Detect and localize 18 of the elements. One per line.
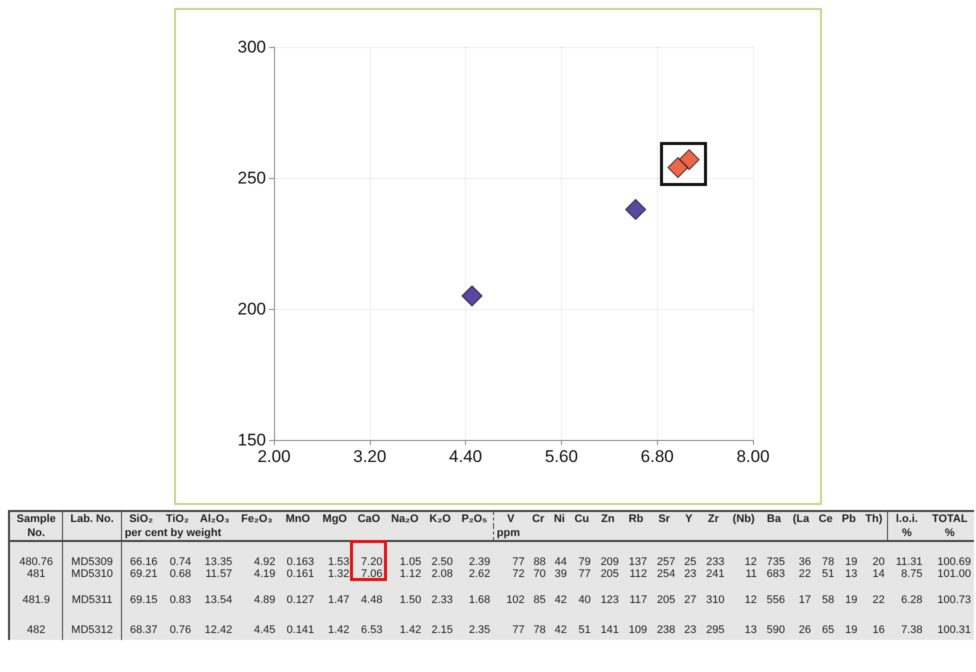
x-tick-label: 6.80: [640, 447, 674, 466]
text: 480.76 MD5309 66.16 0.74 13.35 4.92 0.163 1.53 7.20 1.05 2.50 2.39 77 88 44 79 209 137 257 25 233 12 735 36 78 19 20 11.31 100.69: [19, 556, 971, 568]
text: 482 MD5312 68.37 0.76 12.42 4.45 0.141 1.42 6.53 1.42 2.15 2.35 77 78 42 51 141 109 238 23 295 13 590 26 65 19 16 7.38 100.31: [27, 624, 971, 636]
point: [461, 285, 482, 306]
text: 481 MD5310 69.21 0.68 11.57 4.19 0.161 1.32 7.06 1.12 2.08 2.62 72 70 39 77 205 112 254 23 241 11 683 22 51 13 14 8.75 101.00: [27, 568, 971, 580]
y-tick-label: 150: [238, 430, 266, 450]
y-tick-label: 300: [238, 38, 266, 56]
text: Sample Lab. No. SiO₂ TiO₂ Al₂O₃ Fe₂O₃ MnO MgO CaO Na₂O K₂O P₂O₅ V Cr Ni Cu Zn Rb Sr Y Zr (Nb) Ba (La Ce Pb Th) l.o.i. TOTAL: [16, 513, 968, 525]
x-tick-label: 4.40: [449, 447, 482, 466]
x-tick-label: 5.60: [544, 447, 578, 466]
text: No. per cent by weight ppm % %: [27, 527, 955, 539]
x-tick-label: 2.00: [257, 447, 291, 466]
x-tick-label: 3.20: [353, 447, 386, 466]
text: 481.9 MD5311 69.15 0.83 13.54 4.89 0.127 1.47 4.48 1.50 2.33 1.68 102 85 42 40 123 117 205 27 310 12 556 17 58 19 22 6.28 100.73: [22, 594, 971, 606]
x-tick-label: 8.00: [736, 447, 770, 466]
point: [625, 198, 646, 220]
y-tick-label: 250: [238, 168, 266, 188]
y-tick-label: 200: [238, 300, 266, 318]
